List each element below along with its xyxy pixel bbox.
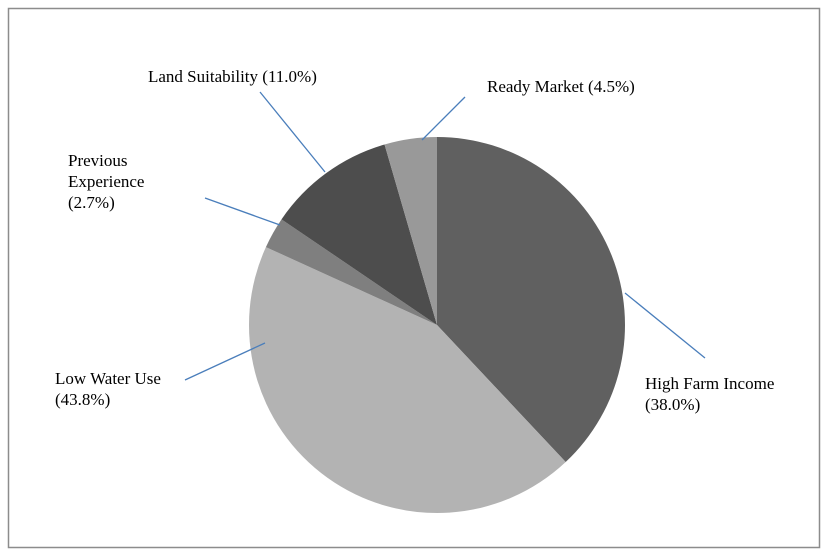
value-label: (4.5%)	[588, 77, 635, 96]
pie-slice	[384, 137, 437, 325]
data-label: Ready Market (4.5%)	[487, 76, 787, 97]
leader-line	[204, 197, 281, 226]
category-label: Previous Experience	[68, 151, 145, 191]
value-label: (11.0%)	[262, 67, 317, 86]
pie-slice	[281, 144, 437, 325]
leader-line	[421, 96, 466, 141]
pie-slice	[265, 219, 437, 325]
category-label: Land Suitability	[148, 67, 259, 86]
data-label: High Farm Income (38.0%)	[645, 373, 785, 415]
leader-line	[259, 91, 326, 173]
value-label: (43.8%)	[55, 390, 111, 409]
leader-line	[184, 342, 266, 381]
leader-line	[624, 292, 706, 359]
data-label: Low Water Use (43.8%)	[55, 368, 165, 410]
data-label: Land Suitability (11.0%)	[148, 66, 448, 87]
value-label: (2.7%)	[68, 193, 115, 212]
value-label: (38.0%)	[645, 395, 701, 414]
pie-slice	[249, 247, 566, 514]
pie-slice	[437, 137, 625, 463]
category-label: Low Water Use	[55, 369, 161, 388]
data-label: Previous Experience (2.7%)	[68, 150, 168, 213]
category-label: High Farm Income	[645, 374, 775, 393]
category-label: Ready Market	[487, 77, 584, 96]
